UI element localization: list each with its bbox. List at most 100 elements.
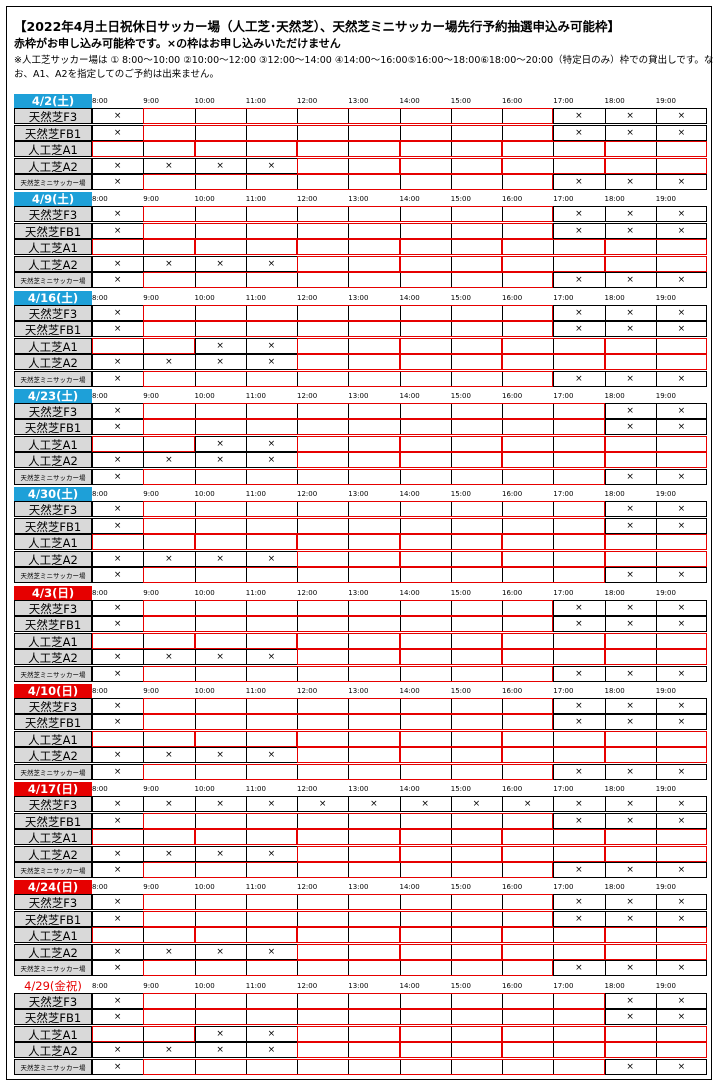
available-slot[interactable] xyxy=(502,845,605,862)
available-slot[interactable] xyxy=(143,304,554,321)
available-slot[interactable] xyxy=(604,337,707,354)
available-slot[interactable] xyxy=(143,1058,605,1075)
available-slot[interactable] xyxy=(502,649,605,665)
available-slot[interactable] xyxy=(297,927,400,944)
available-slot[interactable] xyxy=(143,206,554,223)
available-slot[interactable] xyxy=(502,534,605,551)
available-slot[interactable] xyxy=(297,452,400,469)
available-slot[interactable] xyxy=(604,435,707,452)
available-slot[interactable] xyxy=(502,1025,605,1042)
available-slot[interactable] xyxy=(143,370,554,387)
available-slot[interactable] xyxy=(143,599,554,616)
available-slot[interactable] xyxy=(143,862,554,879)
available-slot[interactable] xyxy=(502,829,605,846)
available-slot[interactable] xyxy=(604,829,707,846)
available-slot[interactable] xyxy=(399,255,502,272)
available-slot[interactable] xyxy=(502,730,605,747)
available-slot[interactable] xyxy=(399,534,502,551)
available-slot[interactable] xyxy=(143,501,605,518)
available-slot[interactable] xyxy=(502,1042,605,1059)
available-slot[interactable] xyxy=(143,468,605,485)
available-slot[interactable] xyxy=(143,714,554,731)
available-slot[interactable] xyxy=(297,1025,400,1042)
available-slot[interactable] xyxy=(92,239,195,256)
available-slot[interactable] xyxy=(399,435,502,452)
available-slot[interactable] xyxy=(143,124,554,141)
available-slot[interactable] xyxy=(604,730,707,747)
available-slot[interactable] xyxy=(143,1009,605,1026)
available-slot[interactable] xyxy=(143,763,554,780)
available-slot[interactable] xyxy=(502,452,605,469)
available-slot[interactable] xyxy=(297,943,400,960)
available-slot[interactable] xyxy=(297,550,400,567)
available-slot[interactable] xyxy=(194,534,297,551)
available-slot[interactable] xyxy=(502,141,605,157)
available-slot[interactable] xyxy=(143,894,554,911)
available-slot[interactable] xyxy=(143,419,605,436)
available-slot[interactable] xyxy=(604,354,707,371)
available-slot[interactable] xyxy=(194,829,297,846)
available-slot[interactable] xyxy=(604,141,707,157)
available-slot[interactable] xyxy=(143,697,554,714)
available-slot[interactable] xyxy=(399,747,502,764)
available-slot[interactable] xyxy=(92,337,195,354)
available-slot[interactable] xyxy=(502,550,605,567)
available-slot[interactable] xyxy=(604,747,707,764)
available-slot[interactable] xyxy=(143,665,554,682)
available-slot[interactable] xyxy=(399,649,502,665)
available-slot[interactable] xyxy=(143,402,605,419)
available-slot[interactable] xyxy=(399,157,502,174)
available-slot[interactable] xyxy=(297,239,400,256)
available-slot[interactable] xyxy=(297,141,400,157)
available-slot[interactable] xyxy=(604,255,707,272)
available-slot[interactable] xyxy=(143,812,554,829)
available-slot[interactable] xyxy=(297,534,400,551)
available-slot[interactable] xyxy=(604,927,707,944)
available-slot[interactable] xyxy=(92,829,195,846)
available-slot[interactable] xyxy=(502,435,605,452)
available-slot[interactable] xyxy=(399,730,502,747)
available-slot[interactable] xyxy=(297,649,400,665)
available-slot[interactable] xyxy=(604,157,707,174)
available-slot[interactable] xyxy=(297,1042,400,1059)
available-slot[interactable] xyxy=(502,239,605,256)
available-slot[interactable] xyxy=(92,534,195,551)
available-slot[interactable] xyxy=(604,550,707,567)
available-slot[interactable] xyxy=(399,354,502,371)
available-slot[interactable] xyxy=(143,174,554,190)
available-slot[interactable] xyxy=(143,616,554,632)
available-slot[interactable] xyxy=(604,649,707,665)
available-slot[interactable] xyxy=(604,943,707,960)
available-slot[interactable] xyxy=(502,632,605,649)
available-slot[interactable] xyxy=(399,1042,502,1059)
available-slot[interactable] xyxy=(297,747,400,764)
available-slot[interactable] xyxy=(502,747,605,764)
available-slot[interactable] xyxy=(604,534,707,551)
available-slot[interactable] xyxy=(297,730,400,747)
available-slot[interactable] xyxy=(297,845,400,862)
available-slot[interactable] xyxy=(604,632,707,649)
available-slot[interactable] xyxy=(399,141,502,157)
available-slot[interactable] xyxy=(502,943,605,960)
available-slot[interactable] xyxy=(604,1042,707,1059)
available-slot[interactable] xyxy=(143,321,554,338)
available-slot[interactable] xyxy=(399,452,502,469)
available-slot[interactable] xyxy=(194,927,297,944)
available-slot[interactable] xyxy=(143,992,605,1009)
available-slot[interactable] xyxy=(297,157,400,174)
available-slot[interactable] xyxy=(92,730,195,747)
available-slot[interactable] xyxy=(194,730,297,747)
available-slot[interactable] xyxy=(399,337,502,354)
available-slot[interactable] xyxy=(399,845,502,862)
available-slot[interactable] xyxy=(399,1025,502,1042)
available-slot[interactable] xyxy=(143,567,605,584)
available-slot[interactable] xyxy=(92,435,195,452)
available-slot[interactable] xyxy=(143,272,554,289)
available-slot[interactable] xyxy=(143,108,554,124)
available-slot[interactable] xyxy=(502,337,605,354)
available-slot[interactable] xyxy=(604,452,707,469)
available-slot[interactable] xyxy=(297,435,400,452)
available-slot[interactable] xyxy=(297,337,400,354)
available-slot[interactable] xyxy=(399,829,502,846)
available-slot[interactable] xyxy=(399,943,502,960)
